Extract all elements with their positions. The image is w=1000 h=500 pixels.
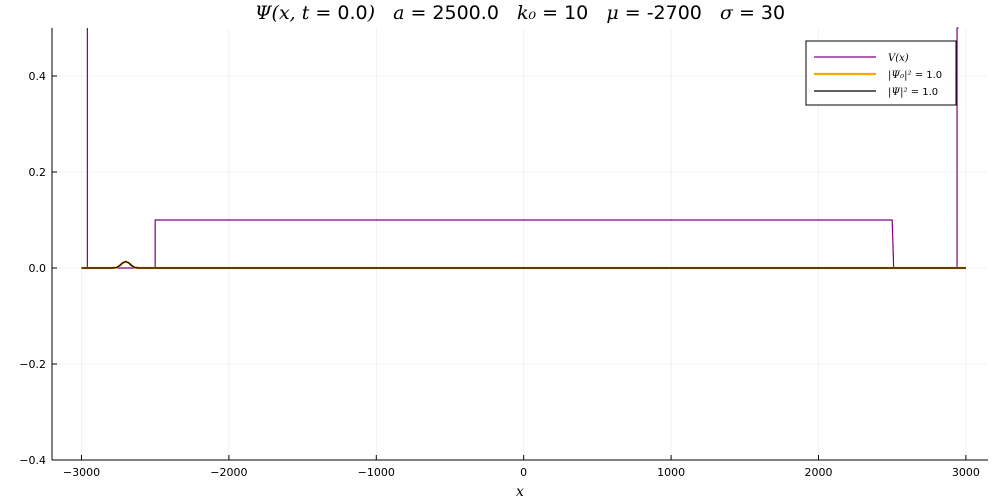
x-tick-label: 3000 — [952, 466, 980, 479]
chart-title: Ψ(x, t = 0.0) a = 2500.0 k₀ = 10 μ = -27… — [255, 2, 785, 24]
x-tick-label: 2000 — [804, 466, 832, 479]
y-tick-label: 0.0 — [29, 262, 47, 275]
x-tick-label: −2000 — [210, 466, 247, 479]
y-tick-label: −0.2 — [19, 358, 46, 371]
ticks: −3000 −2000 −1000 0 1000 2000 3000 −0.4 −0.2 0.0 0… — [19, 70, 980, 479]
y-tick-label: −0.4 — [19, 454, 46, 467]
y-tick-label: 0.4 — [29, 70, 47, 83]
y-tick-label: 0.2 — [29, 166, 47, 179]
x-tick-label: 1000 — [657, 466, 685, 479]
legend-label-v: V(x) — [888, 53, 909, 64]
legend: V(x) |Ψ₀|² = 1.0 |Ψ|² = 1.0 — [805, 40, 957, 106]
x-tick-label: 0 — [520, 466, 527, 479]
legend-label-psi: |Ψ|² = 1.0 — [888, 87, 938, 98]
series-layer — [81, 27, 966, 270]
x-axis-label: x — [516, 484, 524, 500]
series-psi-line — [81, 261, 966, 269]
x-tick-label: −3000 — [63, 466, 100, 479]
x-tick-label: −1000 — [358, 466, 395, 479]
legend-label-psi0: |Ψ₀|² = 1.0 — [888, 70, 942, 81]
